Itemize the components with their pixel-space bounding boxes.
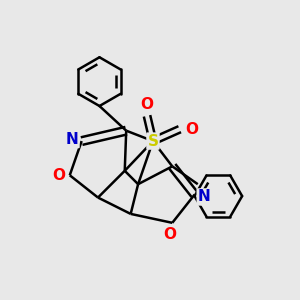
Text: S: S: [148, 134, 158, 148]
Text: O: O: [140, 97, 154, 112]
Text: O: O: [163, 227, 176, 242]
Text: O: O: [52, 168, 65, 183]
Text: N: N: [66, 132, 79, 147]
Text: O: O: [186, 122, 199, 137]
Text: N: N: [198, 190, 211, 205]
